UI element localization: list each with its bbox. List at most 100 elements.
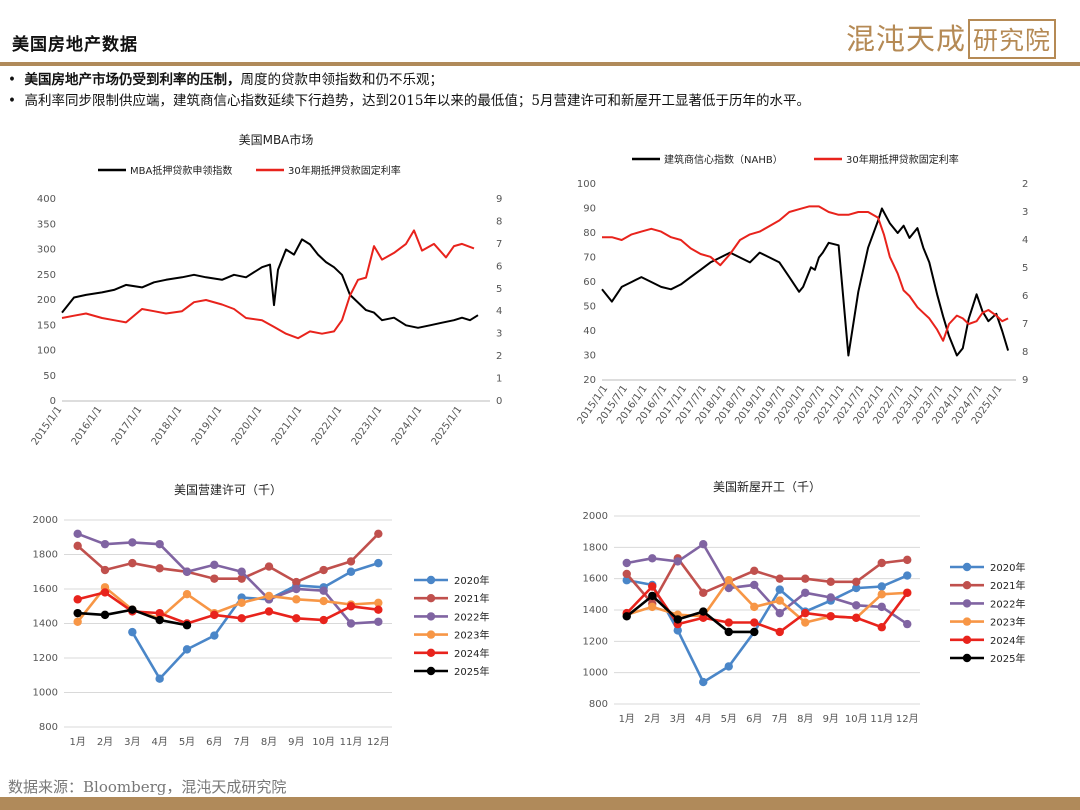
data-point	[155, 564, 164, 573]
y-tick-label: 1200	[583, 636, 608, 647]
bullet-text: 周度的贷款申领指数和仍不乐观；	[240, 72, 444, 88]
legend-label: 30年期抵押贷款固定利率	[288, 164, 401, 177]
data-point	[903, 571, 912, 580]
y2-tick-label: 6	[496, 261, 502, 272]
data-point	[673, 626, 682, 635]
legend-marker	[426, 612, 436, 621]
legend-label: 2022年	[454, 610, 489, 623]
x-tick-label: 2020/1/1	[230, 404, 265, 447]
legend-label: 2023年	[990, 616, 1025, 629]
legend-label: 2025年	[454, 665, 489, 678]
data-point	[826, 577, 835, 586]
y-tick-label: 1400	[33, 619, 58, 630]
x-tick-label: 1月	[619, 713, 635, 725]
x-tick-label: 7月	[772, 713, 788, 725]
data-point	[724, 583, 733, 593]
y2-tick-label: 1	[496, 374, 502, 385]
series-line	[61, 229, 475, 340]
data-point	[801, 618, 810, 627]
data-point	[128, 627, 137, 637]
bullet-list: • 美国房地产市场仍受到利率的压制，周度的贷款申领指数和仍不乐观； • 高利率同…	[8, 70, 1068, 112]
data-point	[622, 569, 631, 579]
data-point	[319, 565, 328, 575]
data-point	[622, 612, 631, 621]
y2-tick-label: 9	[496, 194, 502, 205]
data-point	[292, 595, 301, 604]
x-tick-label: 4月	[151, 736, 167, 748]
data-point	[877, 623, 886, 632]
brand-logo: 混沌天成 研究院	[846, 16, 1056, 59]
data-point	[775, 608, 784, 618]
data-point	[210, 560, 219, 570]
series-line	[76, 532, 380, 584]
data-point	[699, 677, 708, 687]
data-point	[319, 615, 328, 625]
legend-label: 2021年	[454, 592, 489, 605]
y2-tick-label: 3	[496, 329, 502, 340]
y-tick-label: 200	[37, 295, 56, 306]
y-tick-label: 150	[37, 320, 56, 331]
x-tick-label: 8月	[261, 736, 277, 748]
data-point	[374, 529, 383, 538]
chart-title: 美国营建许可（千）	[174, 483, 282, 497]
data-point	[699, 607, 708, 616]
page-title: 美国房地产数据	[12, 35, 138, 55]
y-tick-label: 1600	[33, 584, 58, 595]
data-point	[182, 567, 192, 576]
data-point	[155, 608, 164, 618]
legend-marker	[426, 648, 436, 657]
data-point	[292, 584, 301, 594]
x-tick-label: 2024/1/1	[390, 404, 425, 447]
x-tick-label: 10月	[312, 736, 335, 748]
legend-marker	[426, 666, 436, 676]
data-point	[673, 615, 682, 624]
data-point	[210, 631, 219, 640]
x-tick-label: 4月	[695, 713, 711, 725]
header-rule	[0, 62, 1080, 66]
x-tick-label: 5月	[179, 736, 195, 748]
data-point	[877, 558, 886, 568]
series-line	[77, 590, 379, 625]
y-tick-label: 800	[589, 699, 608, 710]
x-tick-label: 9月	[823, 713, 839, 725]
y-tick-label: 350	[37, 219, 56, 230]
data-point	[182, 621, 192, 630]
legend-marker	[962, 635, 972, 644]
bullet-strong: 美国房地产市场仍受到利率的压制，	[24, 72, 241, 88]
y-tick-label: 400	[37, 194, 56, 205]
y2-tick-label: 4	[1022, 235, 1028, 246]
bullet-item: • 美国房地产市场仍受到利率的压制，周度的贷款申领指数和仍不乐观；	[8, 72, 444, 88]
series-line	[626, 542, 909, 626]
x-tick-label: 2023/1/1	[350, 404, 385, 447]
data-point	[319, 586, 328, 595]
data-point	[100, 588, 110, 597]
legend-label: 30年期抵押贷款固定利率	[846, 153, 959, 166]
y-tick-label: 80	[583, 228, 596, 239]
data-point	[852, 613, 861, 623]
footer-bar	[0, 797, 1080, 810]
chart-housing-starts: 美国新屋开工（千） 800 1000 1200 1400 1600 1800 2000 1月 2月…	[558, 475, 1068, 770]
legend-marker	[962, 653, 972, 663]
x-tick-label: 5月	[721, 713, 737, 725]
data-point	[775, 585, 784, 594]
legend-marker	[962, 581, 972, 590]
data-point	[237, 614, 246, 623]
bullet-text: 高利率同步限制供应端，建筑商信心指数延续下行趋势，达到2015年以来的最低值；5…	[24, 93, 810, 109]
y-tick-label: 90	[583, 204, 596, 215]
x-tick-label: 6月	[206, 736, 222, 748]
y-tick-label: 2000	[33, 515, 58, 526]
legend-marker	[962, 599, 972, 608]
data-point	[699, 588, 708, 597]
data-point	[724, 627, 733, 637]
y-tick-label: 1000	[583, 668, 608, 679]
data-point	[801, 588, 810, 597]
data-point	[903, 555, 912, 565]
legend-label: MBA抵押贷款申领指数	[130, 164, 232, 177]
x-tick-label: 2018/1/1	[150, 404, 185, 447]
data-point	[346, 602, 356, 611]
x-tick-label: 9月	[288, 736, 304, 748]
data-point	[750, 627, 759, 637]
y-tick-label: 30	[583, 351, 596, 362]
data-point	[292, 614, 301, 623]
y-tick-label: 100	[577, 179, 596, 190]
